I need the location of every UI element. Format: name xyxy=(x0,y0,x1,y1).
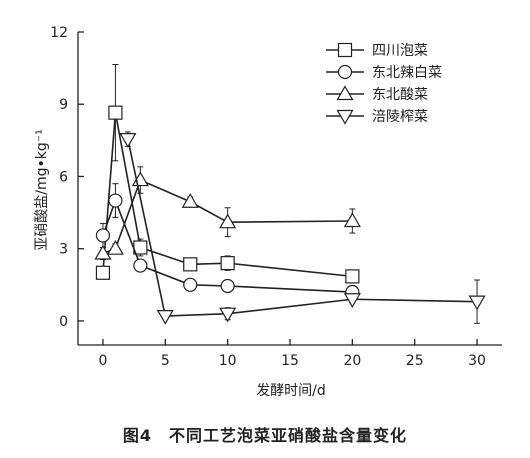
series-1 xyxy=(95,183,360,300)
y-tick-label: 12 xyxy=(50,25,68,41)
tick-labels: 0 3 6 9 12 0 5 10 15 20 25 30 xyxy=(50,25,486,369)
series-layer xyxy=(94,64,486,325)
series-line xyxy=(102,112,353,278)
data-point xyxy=(119,133,137,148)
data-point xyxy=(94,244,112,260)
series-0 xyxy=(95,64,360,284)
x-tick-label: 30 xyxy=(468,353,486,369)
data-point xyxy=(219,213,237,229)
x-tick-label: 20 xyxy=(343,353,361,369)
data-point xyxy=(220,256,235,271)
data-point xyxy=(468,295,486,311)
data-point xyxy=(95,228,111,243)
x-tick-label: 10 xyxy=(219,353,237,369)
legend-item-2: 东北酸菜 xyxy=(326,85,428,103)
legend-marker xyxy=(337,64,353,80)
data-point xyxy=(108,193,123,208)
legend-label: 东北酸菜 xyxy=(372,87,428,103)
data-point xyxy=(156,310,174,325)
data-point xyxy=(343,212,361,228)
data-point xyxy=(106,239,124,255)
x-tick-label: 5 xyxy=(161,353,170,369)
x-tick-label: 15 xyxy=(281,353,299,369)
data-point xyxy=(108,105,123,120)
legend-item-3: 涪陵榨菜 xyxy=(326,108,428,125)
y-axis-label: 亚硝酸盐/mg•kg⁻¹ xyxy=(34,129,50,251)
legend-marker xyxy=(337,42,353,58)
data-point xyxy=(181,193,199,208)
legend-label: 四川泡菜 xyxy=(372,43,428,59)
legend-item-1: 东北辣白菜 xyxy=(326,64,442,81)
series-3 xyxy=(119,131,486,325)
legend-label: 涪陵榨菜 xyxy=(372,108,428,125)
x-tick-label: 0 xyxy=(98,353,107,369)
legend-marker xyxy=(336,109,354,125)
data-point xyxy=(220,278,235,294)
y-tick-label: 6 xyxy=(59,169,68,185)
y-tick-label: 0 xyxy=(59,314,68,330)
legend-item-0: 四川泡菜 xyxy=(326,42,428,59)
y-tick-label: 9 xyxy=(59,97,68,113)
legend-marker xyxy=(336,85,354,101)
data-point xyxy=(345,269,360,284)
axes xyxy=(77,31,502,346)
data-point xyxy=(183,277,198,292)
legend-label: 东北辣白菜 xyxy=(372,65,442,81)
y-tick-label: 3 xyxy=(59,242,68,258)
figure-caption: 图4 不同工艺泡菜亚硝酸盐含量变化 xyxy=(122,426,408,445)
series-2 xyxy=(94,166,361,261)
data-point xyxy=(95,265,111,280)
data-point xyxy=(133,258,148,273)
data-point xyxy=(343,293,361,308)
data-point xyxy=(219,307,237,323)
x-tick-label: 25 xyxy=(406,353,424,369)
data-point xyxy=(183,257,198,272)
x-axis-label: 发酵时间/d xyxy=(256,383,326,399)
